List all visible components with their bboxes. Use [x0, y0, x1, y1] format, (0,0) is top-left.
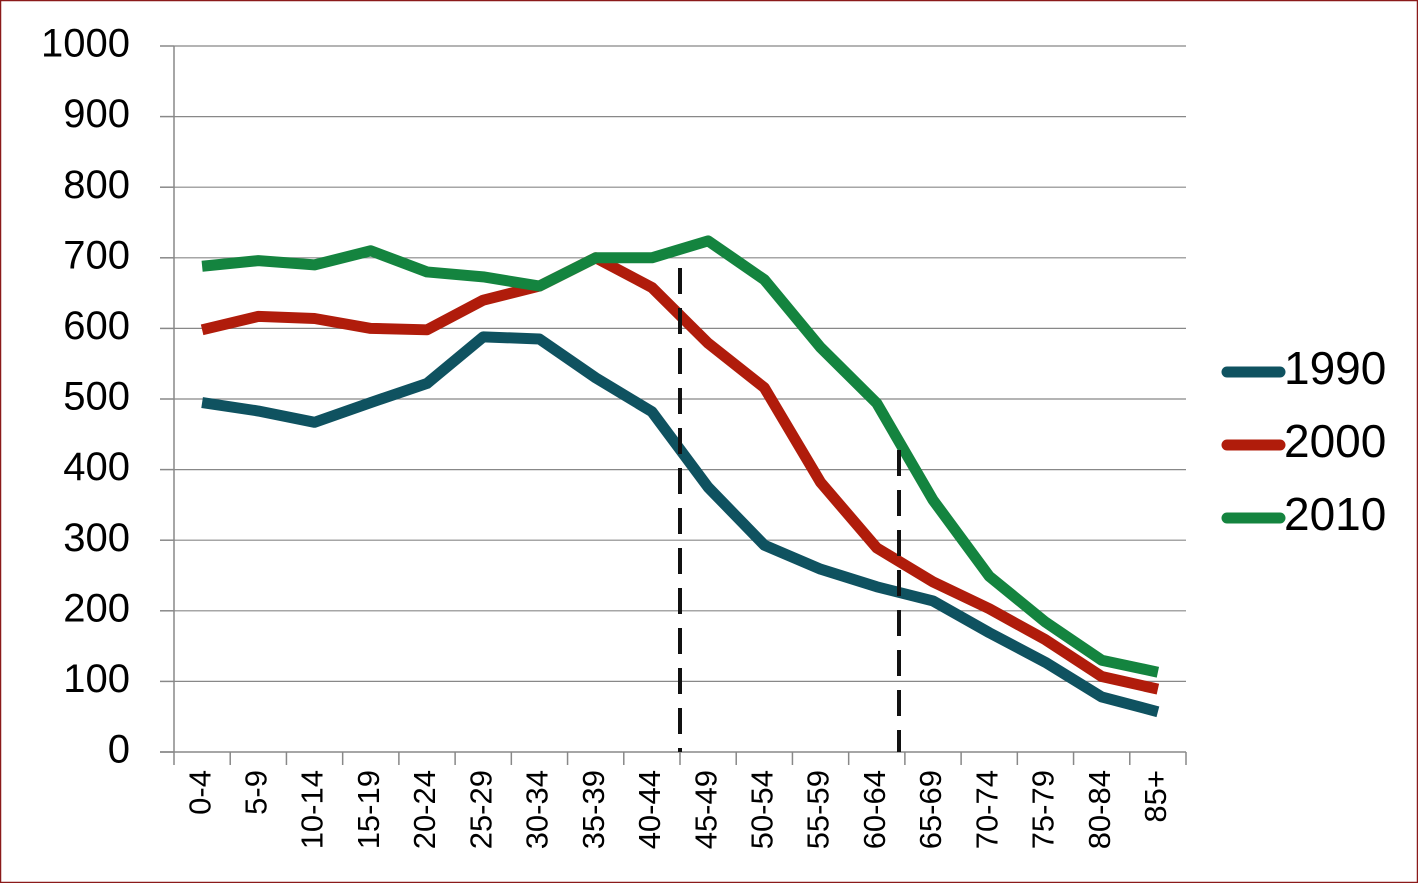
legend-label: 2010	[1284, 488, 1386, 540]
x-tick-label: 85+	[1138, 770, 1173, 823]
y-tick-label: 200	[63, 586, 130, 630]
x-tick-label: 10-14	[295, 770, 330, 849]
x-tick-label: 25-29	[463, 770, 498, 849]
y-tick-label: 900	[63, 92, 130, 136]
x-tick-label: 60-64	[857, 770, 892, 849]
x-tick-label: 50-54	[745, 770, 780, 849]
x-tick-label: 80-84	[1082, 770, 1117, 849]
x-tick-label: 75-79	[1026, 770, 1061, 849]
y-tick-label: 0	[108, 728, 130, 772]
legend-label: 1990	[1284, 342, 1386, 394]
x-tick-label: 70-74	[969, 770, 1004, 849]
x-tick-label: 35-39	[576, 770, 611, 849]
y-tick-label: 500	[63, 375, 130, 419]
y-tick-label: 1000	[41, 22, 130, 66]
x-tick-label: 55-59	[801, 770, 836, 849]
x-tick-label: 45-49	[688, 770, 723, 849]
x-tick-label: 15-19	[351, 770, 386, 849]
y-tick-label: 400	[63, 445, 130, 489]
x-tick-label: 5-9	[239, 770, 274, 815]
y-tick-label: 100	[63, 657, 130, 701]
x-tick-label: 30-34	[520, 770, 555, 849]
series-line	[201, 235, 1160, 678]
y-tick-label: 300	[63, 516, 130, 560]
x-tick-label: 0-4	[182, 770, 217, 815]
x-tick-label: 40-44	[632, 770, 667, 849]
y-tick-label: 700	[63, 233, 130, 277]
x-tick-label: 20-24	[407, 770, 442, 849]
x-tick-label: 65-69	[913, 770, 948, 849]
y-tick-label: 800	[63, 163, 130, 207]
legend-label: 2000	[1284, 415, 1386, 467]
y-tick-label: 600	[63, 304, 130, 348]
